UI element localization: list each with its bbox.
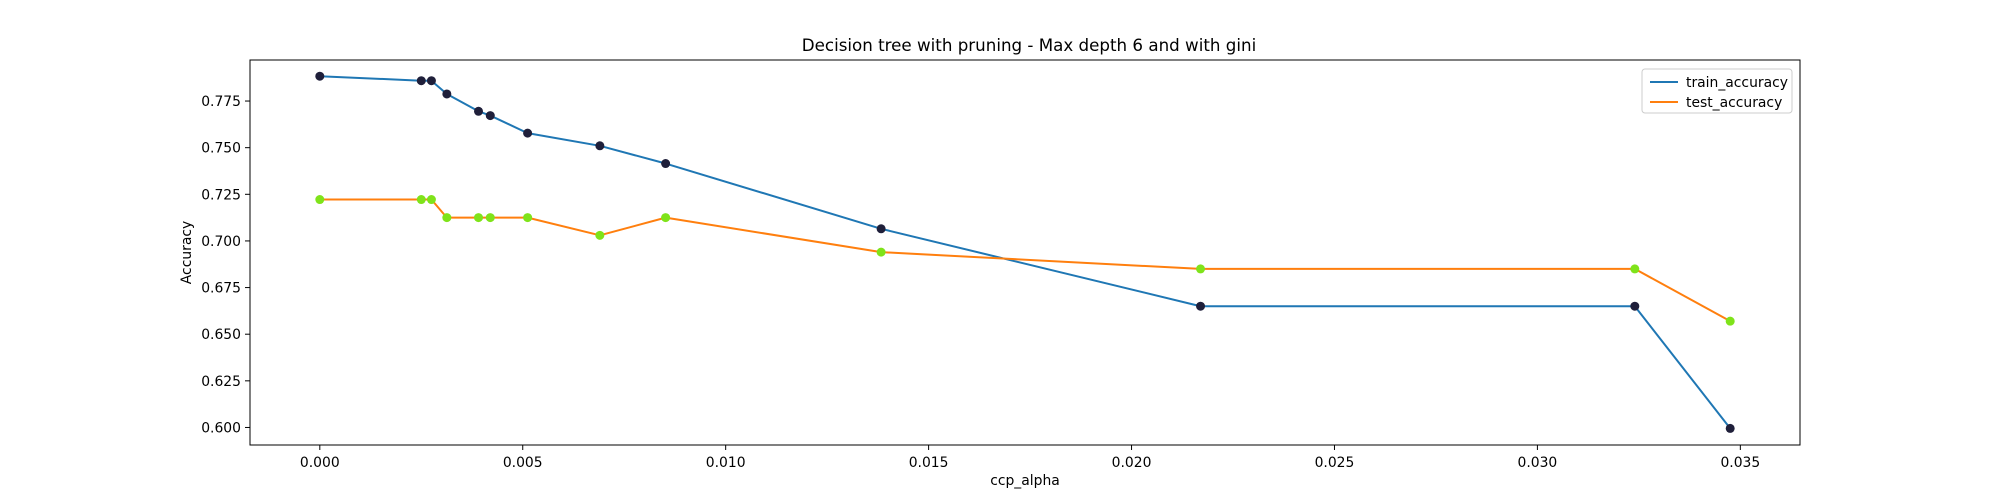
- series-line-train_accuracy: [319, 75, 1731, 430]
- x-tick-label: 0.005: [503, 455, 543, 471]
- x-tick-label: 0.035: [1720, 455, 1760, 471]
- y-tick-label: 0.775: [201, 94, 241, 110]
- data-point-train_accuracy: [661, 159, 671, 169]
- y-axis-ticks: 0.600 0.625 0.650 0.675 0.700 0.725 0.750 0.775: [201, 94, 250, 436]
- x-axis-label: ccp_alpha: [990, 473, 1060, 489]
- y-tick-label: 0.700: [201, 234, 241, 250]
- x-tick-label: 0.000: [300, 455, 340, 471]
- data-point-test_accuracy: [474, 213, 484, 223]
- data-point-test_accuracy: [1196, 264, 1206, 274]
- legend-label: test_accuracy: [1686, 95, 1782, 111]
- series-lines: [319, 75, 1731, 430]
- y-tick-label: 0.675: [201, 281, 241, 297]
- x-tick-label: 0.010: [706, 455, 746, 471]
- data-point-train_accuracy: [426, 76, 436, 86]
- x-tick-label: 0.030: [1518, 455, 1558, 471]
- legend-box: [1641, 68, 1793, 114]
- data-point-train_accuracy: [315, 71, 325, 81]
- data-point-train_accuracy: [442, 89, 452, 99]
- legend: train_accuracy test_accuracy: [1641, 68, 1793, 114]
- y-axis-label: Accuracy: [179, 221, 195, 284]
- x-tick-label: 0.015: [909, 455, 949, 471]
- y-tick-label: 0.725: [201, 187, 241, 203]
- data-point-test_accuracy: [315, 195, 325, 205]
- data-point-train_accuracy: [1725, 423, 1735, 433]
- data-point-train_accuracy: [876, 224, 886, 234]
- data-point-train_accuracy: [595, 141, 605, 151]
- y-tick-label: 0.600: [201, 420, 241, 436]
- plot-frame: [249, 59, 1801, 446]
- legend-label: train_accuracy: [1686, 75, 1788, 91]
- data-point-test_accuracy: [876, 247, 886, 257]
- data-point-train_accuracy: [474, 106, 484, 116]
- x-axis-ticks: 0.000 0.005 0.010 0.015 0.020 0.025 0.030 0.035: [300, 445, 1760, 471]
- y-tick-label: 0.625: [201, 374, 241, 390]
- data-point-test_accuracy: [426, 195, 436, 205]
- y-tick-label: 0.650: [201, 327, 241, 343]
- data-point-test_accuracy: [661, 213, 671, 223]
- series-points: [315, 71, 1735, 433]
- data-point-train_accuracy: [1196, 301, 1206, 311]
- data-point-test_accuracy: [1630, 264, 1640, 274]
- data-point-test_accuracy: [442, 213, 452, 223]
- x-tick-label: 0.020: [1112, 455, 1152, 471]
- data-point-test_accuracy: [1725, 316, 1735, 326]
- data-point-train_accuracy: [1630, 301, 1640, 311]
- data-point-test_accuracy: [523, 213, 533, 223]
- chart-title: Decision tree with pruning - Max depth 6…: [802, 35, 1256, 55]
- x-tick-label: 0.025: [1315, 455, 1355, 471]
- data-point-test_accuracy: [485, 213, 495, 223]
- data-point-train_accuracy: [523, 128, 533, 138]
- data-point-test_accuracy: [416, 195, 426, 205]
- y-tick-label: 0.750: [201, 141, 241, 157]
- data-point-test_accuracy: [595, 230, 605, 240]
- data-point-train_accuracy: [416, 76, 426, 86]
- data-point-train_accuracy: [485, 111, 495, 121]
